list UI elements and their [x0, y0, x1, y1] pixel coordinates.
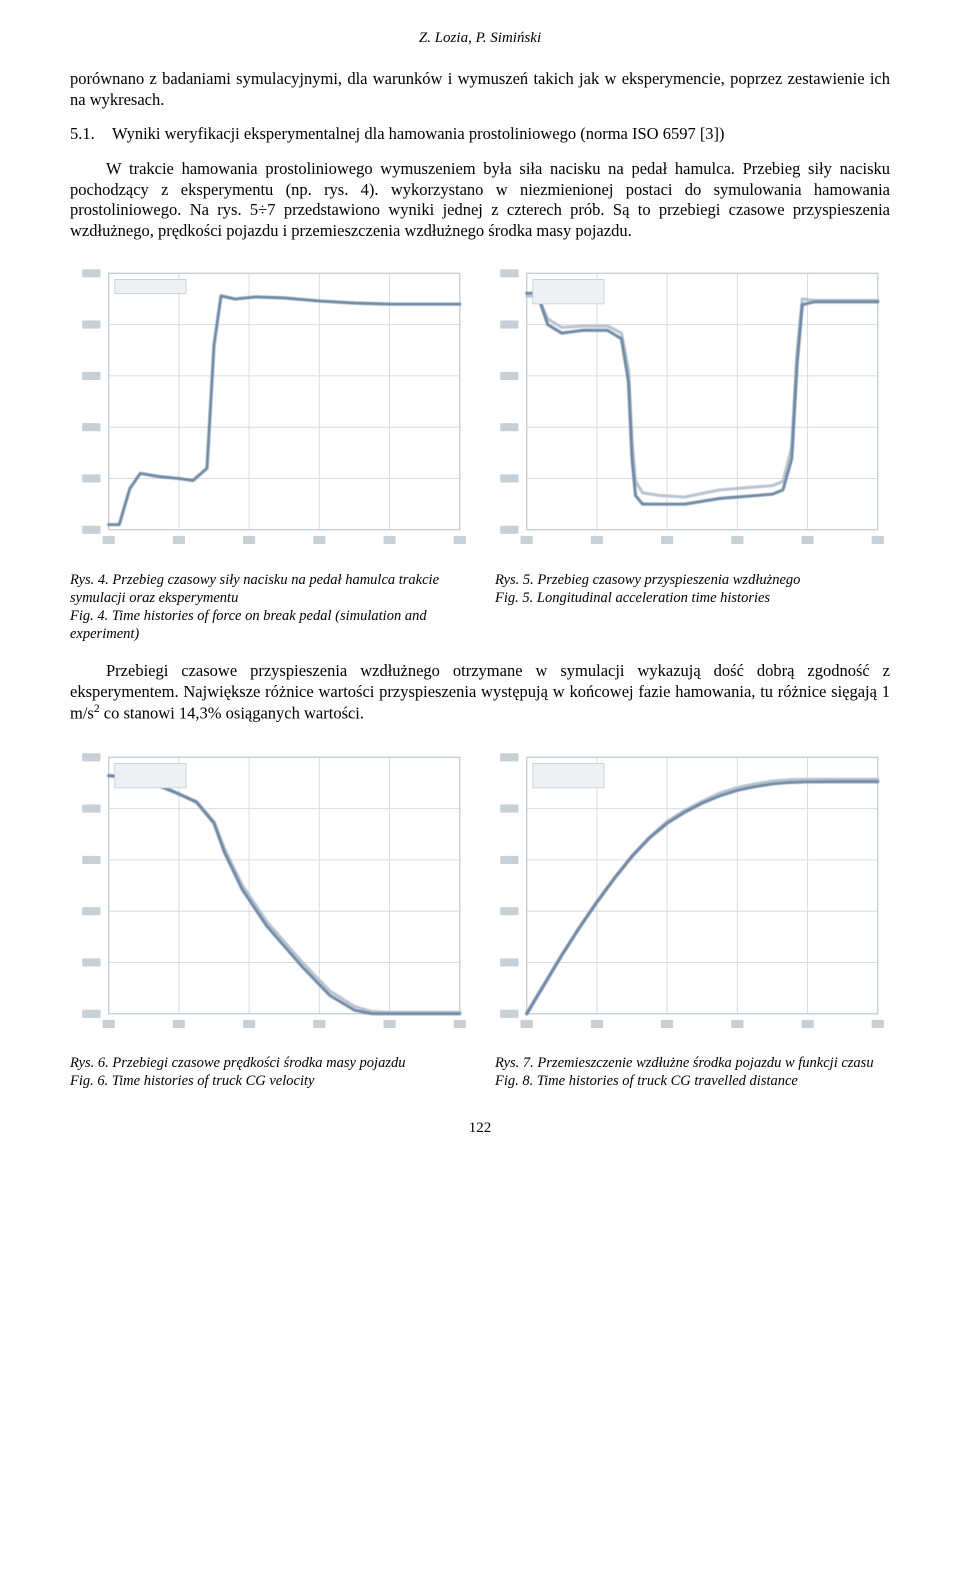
- discussion-paragraph: Przebiegi czasowe przyspieszenia wzdłużn…: [70, 661, 890, 724]
- figure-4: [70, 255, 472, 560]
- caption-fig7-en: Fig. 8. Time histories of truck CG trave…: [495, 1072, 890, 1090]
- figure-row-1: [70, 255, 890, 560]
- caption-fig5: Rys. 5. Przebieg czasowy przyspieszenia …: [495, 571, 890, 644]
- caption-fig5-pl: Rys. 5. Przebieg czasowy przyspieszenia …: [495, 571, 890, 589]
- para2-post: co stanowi 14,3% osiąganych wartości.: [100, 704, 364, 723]
- caption-row-1: Rys. 4. Przebieg czasowy siły nacisku na…: [70, 571, 890, 644]
- chart-fig6: [70, 739, 472, 1044]
- section-body: W trakcie hamowania prostoliniowego wymu…: [70, 159, 890, 242]
- caption-row-2: Rys. 6. Przebiegi czasowe prędkości środ…: [70, 1054, 890, 1090]
- page-number: 122: [70, 1120, 890, 1137]
- chart-fig5: [488, 255, 890, 560]
- figure-5: [488, 255, 890, 560]
- figure-7: [488, 739, 890, 1044]
- caption-fig5-en: Fig. 5. Longitudinal acceleration time h…: [495, 589, 890, 607]
- chart-fig4: [70, 255, 472, 560]
- caption-fig4: Rys. 4. Przebieg czasowy siły nacisku na…: [70, 571, 465, 644]
- caption-fig6-pl: Rys. 6. Przebiegi czasowe prędkości środ…: [70, 1054, 465, 1072]
- figure-6: [70, 739, 472, 1044]
- section-number: 5.1.: [70, 124, 112, 145]
- caption-fig4-pl: Rys. 4. Przebieg czasowy siły nacisku na…: [70, 571, 465, 607]
- caption-fig4-en: Fig. 4. Time histories of force on break…: [70, 607, 465, 643]
- caption-fig6-en: Fig. 6. Time histories of truck CG veloc…: [70, 1072, 465, 1090]
- caption-fig7: Rys. 7. Przemieszczenie wzdłużne środka …: [495, 1054, 890, 1090]
- figure-row-2: [70, 739, 890, 1044]
- chart-fig7: [488, 739, 890, 1044]
- section-title: Wyniki weryfikacji eksperymentalnej dla …: [112, 124, 890, 145]
- section-heading: 5.1. Wyniki weryfikacji eksperymentalnej…: [70, 124, 890, 145]
- intro-paragraph: porównano z badaniami symulacyjnymi, dla…: [70, 69, 890, 110]
- header-authors: Z. Lozia, P. Simiński: [70, 30, 890, 47]
- caption-fig7-pl: Rys. 7. Przemieszczenie wzdłużne środka …: [495, 1054, 890, 1072]
- caption-fig6: Rys. 6. Przebiegi czasowe prędkości środ…: [70, 1054, 465, 1090]
